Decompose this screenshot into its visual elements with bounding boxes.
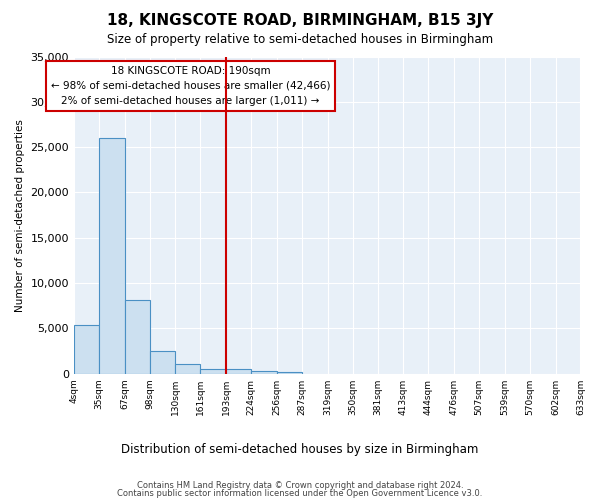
Bar: [125, 300, 150, 374]
Text: 18 KINGSCOTE ROAD: 190sqm
← 98% of semi-detached houses are smaller (42,466)
2% : 18 KINGSCOTE ROAD: 190sqm ← 98% of semi-…: [51, 66, 330, 106]
Bar: [226, 369, 251, 374]
Y-axis label: Number of semi-detached properties: Number of semi-detached properties: [15, 118, 25, 312]
Text: Size of property relative to semi-detached houses in Birmingham: Size of property relative to semi-detach…: [107, 32, 493, 46]
Bar: [251, 371, 277, 374]
Text: Contains public sector information licensed under the Open Government Licence v3: Contains public sector information licen…: [118, 489, 482, 498]
Text: Distribution of semi-detached houses by size in Birmingham: Distribution of semi-detached houses by …: [121, 442, 479, 456]
Text: 18, KINGSCOTE ROAD, BIRMINGHAM, B15 3JY: 18, KINGSCOTE ROAD, BIRMINGHAM, B15 3JY: [107, 12, 493, 28]
Bar: [74, 325, 99, 374]
Bar: [99, 138, 125, 374]
Bar: [200, 369, 226, 374]
Bar: [175, 364, 200, 374]
Text: Contains HM Land Registry data © Crown copyright and database right 2024.: Contains HM Land Registry data © Crown c…: [137, 481, 463, 490]
Bar: [150, 351, 175, 374]
Bar: [277, 372, 302, 374]
